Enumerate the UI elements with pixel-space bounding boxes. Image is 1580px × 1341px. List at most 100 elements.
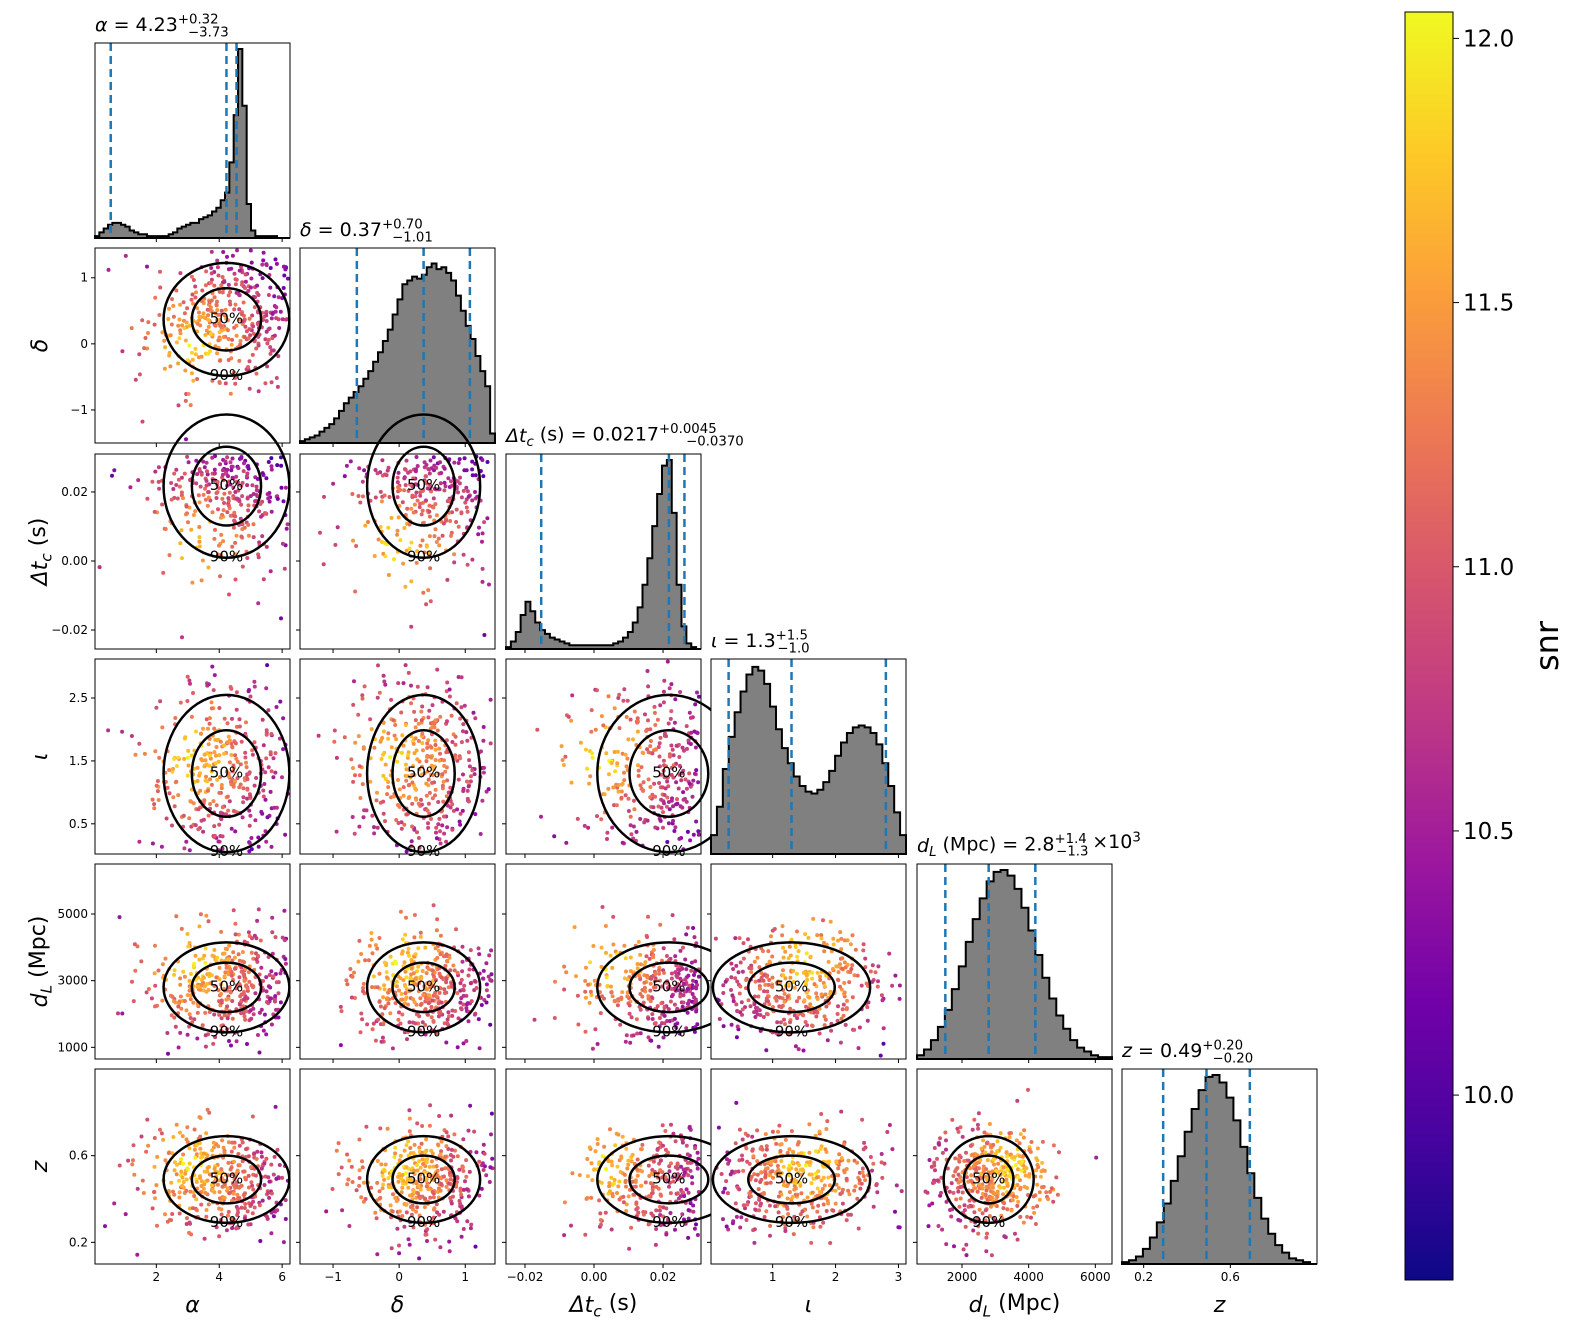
- scatter-point: [606, 694, 611, 699]
- scatter-point: [403, 584, 408, 589]
- scatter-point: [687, 781, 692, 786]
- contour-50: [628, 728, 710, 818]
- scatter-point: [381, 673, 386, 678]
- scatter-point: [269, 509, 274, 514]
- scatter-point: [436, 800, 441, 804]
- scatter-point: [694, 768, 699, 773]
- scatter-point: [283, 832, 288, 837]
- scatter-point: [266, 984, 271, 989]
- scatter-point: [228, 290, 233, 294]
- scatter-point: [644, 729, 649, 733]
- scatter-point: [353, 996, 357, 1000]
- scatter-point: [237, 293, 242, 298]
- scatter-point: [769, 934, 773, 939]
- scatter-point: [396, 778, 400, 782]
- panel-title-delta: δ = 0.37+0.70 −1.01: [300, 218, 433, 246]
- scatter-point: [178, 328, 183, 333]
- scatter-point: [193, 352, 198, 357]
- scatter-point: [388, 954, 393, 959]
- scatter-point: [187, 1012, 192, 1017]
- scatter-point: [667, 1164, 672, 1169]
- panel-title-dL: dL (Mpc) = 2.8+1.4 −1.3 ×103: [917, 830, 1141, 860]
- scatter-point: [850, 995, 855, 1000]
- scatter-point: [377, 690, 382, 695]
- scatter-point: [231, 977, 235, 982]
- scatter-point: [375, 825, 380, 830]
- scatter-point: [266, 765, 271, 770]
- scatter-point: [318, 530, 322, 535]
- scatter-point: [228, 990, 233, 995]
- scatter-point: [616, 998, 621, 1003]
- scatter-point: [194, 290, 198, 295]
- scatter-point: [186, 748, 191, 753]
- scatter-point: [480, 798, 485, 803]
- scatter-point: [423, 1023, 428, 1027]
- scatter-point: [400, 937, 405, 942]
- scatter-point: [198, 484, 203, 489]
- scatter-point: [224, 1228, 229, 1233]
- scatter-point: [590, 751, 595, 756]
- scatter-point: [828, 991, 833, 996]
- scatter-point: [445, 825, 450, 830]
- scatter-point: [805, 1214, 810, 1219]
- scatter-point: [678, 804, 683, 809]
- scatter-point: [211, 1041, 216, 1046]
- scatter-point: [245, 777, 250, 782]
- scatter-point: [407, 1116, 412, 1121]
- scatter-point: [588, 960, 593, 965]
- scatter-point: [669, 798, 674, 803]
- scatter-point: [197, 539, 202, 544]
- scatter-point: [380, 1173, 385, 1178]
- scatter-point: [450, 802, 455, 807]
- scatter-point: [252, 740, 257, 745]
- scatter-point: [202, 798, 207, 803]
- scatter-point: [429, 1177, 434, 1182]
- scatter-point: [239, 1205, 244, 1210]
- scatter-point: [152, 322, 157, 327]
- scatter-point: [276, 991, 281, 996]
- scatter-point: [459, 495, 464, 500]
- scatter-point: [203, 946, 208, 951]
- scatter-point: [229, 1043, 233, 1048]
- scatter-point: [640, 994, 645, 999]
- scatter-point: [424, 462, 429, 467]
- scatter-point: [662, 793, 667, 797]
- scatter-point: [97, 565, 102, 570]
- scatter-point: [283, 961, 288, 966]
- scatter-point: [796, 1218, 801, 1222]
- scatter-point: [651, 1213, 656, 1218]
- scatter-point: [605, 830, 610, 835]
- scatter-point: [658, 1192, 663, 1197]
- scatter-point: [254, 346, 259, 351]
- scatter-point: [135, 1252, 140, 1257]
- scatter-points: [318, 454, 491, 637]
- scatter-point: [268, 750, 273, 755]
- scatter-point: [351, 702, 356, 707]
- scatter-point: [248, 794, 253, 799]
- contour-50: [391, 1154, 456, 1205]
- scatter-point: [669, 1161, 673, 1166]
- scatter-point: [239, 534, 244, 539]
- scatter-point: [200, 558, 205, 563]
- contour-50: [391, 445, 456, 527]
- scatter-point: [444, 518, 448, 523]
- scatter-point: [395, 532, 400, 537]
- scatter-point: [602, 1144, 607, 1149]
- contour-label-90: 90%: [210, 1213, 243, 1231]
- scatter-point: [572, 925, 577, 930]
- scatter-point: [238, 516, 243, 521]
- scatter-point: [671, 763, 676, 768]
- scatter-point: [623, 1039, 628, 1044]
- scatter-point: [688, 715, 693, 720]
- scatter-point: [433, 990, 438, 995]
- scatter-point: [386, 731, 391, 736]
- contour-90: [162, 413, 291, 559]
- scatter-point: [264, 732, 269, 737]
- scatter-point: [417, 505, 422, 510]
- histogram-panel-dL: dL (Mpc) = 2.8+1.4 −1.3 ×103: [916, 830, 1141, 1063]
- scatter-point: [154, 1183, 159, 1188]
- scatter-point: [407, 546, 412, 551]
- scatter-point: [284, 526, 289, 531]
- scatter-point: [790, 1194, 795, 1199]
- scatter-point: [350, 815, 355, 819]
